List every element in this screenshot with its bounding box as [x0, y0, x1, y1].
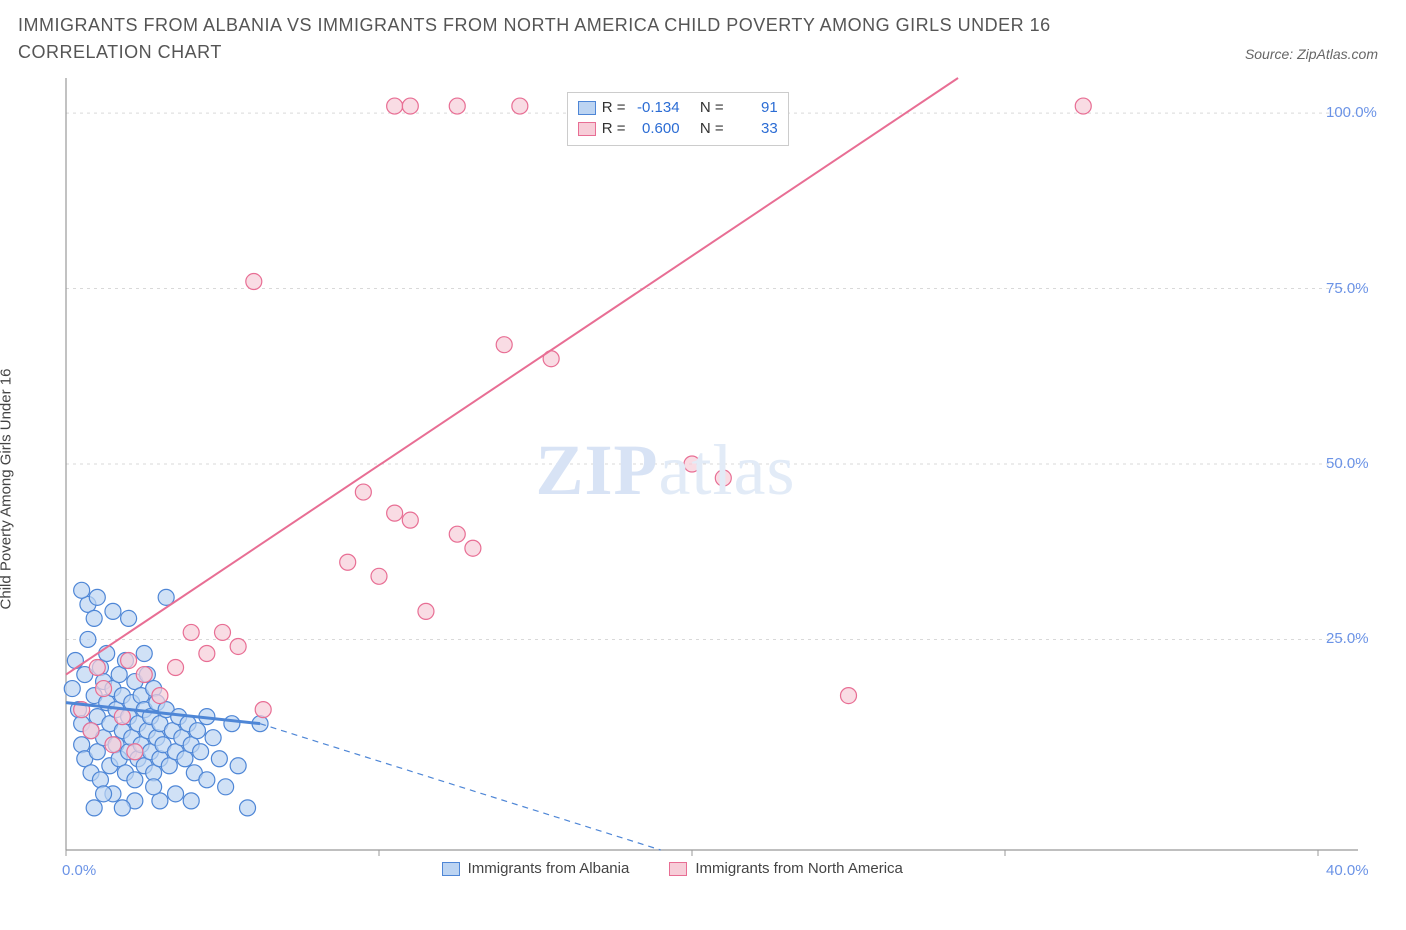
- data-point: [127, 744, 143, 760]
- data-point: [114, 800, 130, 816]
- data-point: [496, 337, 512, 353]
- data-point: [96, 681, 112, 697]
- data-point: [387, 505, 403, 521]
- data-point: [230, 638, 246, 654]
- data-point: [168, 786, 184, 802]
- trend-line-a-dash: [260, 724, 661, 850]
- data-point: [89, 660, 105, 676]
- data-point: [74, 582, 90, 598]
- data-point: [199, 772, 215, 788]
- data-point: [67, 653, 83, 669]
- data-point: [230, 758, 246, 774]
- x-tick-label: 40.0%: [1326, 862, 1369, 879]
- data-point: [218, 779, 234, 795]
- series-legend-item: Immigrants from Albania: [442, 860, 630, 877]
- data-point: [183, 624, 199, 640]
- data-point: [402, 98, 418, 114]
- y-tick-label: 50.0%: [1326, 455, 1369, 472]
- trend-line-b: [66, 78, 958, 675]
- data-point: [387, 98, 403, 114]
- y-tick-label: 25.0%: [1326, 630, 1369, 647]
- y-tick-label: 75.0%: [1326, 280, 1369, 297]
- data-point: [189, 723, 205, 739]
- data-point: [402, 512, 418, 528]
- series-legend-item: Immigrants from North America: [669, 860, 903, 877]
- chart-area: Child Poverty Among Girls Under 16 ZIPat…: [18, 74, 1378, 904]
- source-label: Source: ZipAtlas.com: [1245, 46, 1388, 66]
- data-point: [449, 98, 465, 114]
- data-point: [114, 709, 130, 725]
- x-tick-label: 0.0%: [62, 862, 96, 879]
- data-point: [205, 730, 221, 746]
- data-point: [512, 98, 528, 114]
- data-point: [168, 660, 184, 676]
- data-point: [199, 645, 215, 661]
- legend-swatch: [669, 862, 687, 876]
- data-point: [105, 737, 121, 753]
- data-point: [715, 470, 731, 486]
- stats-legend: R = -0.134 N = 91R = 0.600 N = 33: [567, 92, 789, 146]
- legend-swatch: [578, 101, 596, 115]
- data-point: [64, 681, 80, 697]
- data-point: [105, 603, 121, 619]
- data-point: [74, 737, 90, 753]
- data-point: [465, 540, 481, 556]
- data-point: [86, 610, 102, 626]
- series-legend: Immigrants from Albania Immigrants from N…: [442, 860, 903, 877]
- legend-swatch: [442, 862, 460, 876]
- data-point: [86, 800, 102, 816]
- data-point: [211, 751, 227, 767]
- chart-title: IMMIGRANTS FROM ALBANIA VS IMMIGRANTS FR…: [18, 12, 1138, 66]
- data-point: [83, 723, 99, 739]
- stats-legend-row: R = 0.600 N = 33: [578, 118, 778, 139]
- data-point: [449, 526, 465, 542]
- data-point: [246, 274, 262, 290]
- data-point: [127, 772, 143, 788]
- data-point: [418, 603, 434, 619]
- data-point: [121, 610, 137, 626]
- data-point: [1075, 98, 1091, 114]
- data-point: [684, 456, 700, 472]
- data-point: [96, 786, 112, 802]
- y-axis-label: Child Poverty Among Girls Under 16: [0, 369, 15, 610]
- data-point: [841, 688, 857, 704]
- data-point: [224, 716, 240, 732]
- data-point: [371, 568, 387, 584]
- data-point: [152, 688, 168, 704]
- data-point: [136, 667, 152, 683]
- data-point: [92, 772, 108, 788]
- data-point: [355, 484, 371, 500]
- data-point: [89, 589, 105, 605]
- legend-swatch: [578, 122, 596, 136]
- data-point: [183, 793, 199, 809]
- data-point: [193, 744, 209, 760]
- scatter-plot: [58, 74, 1378, 864]
- y-tick-label: 100.0%: [1326, 104, 1377, 121]
- data-point: [240, 800, 256, 816]
- data-point: [255, 702, 271, 718]
- series-legend-label: Immigrants from Albania: [468, 860, 630, 877]
- data-point: [146, 779, 162, 795]
- data-point: [136, 645, 152, 661]
- stats-legend-row: R = -0.134 N = 91: [578, 97, 778, 118]
- data-point: [215, 624, 231, 640]
- series-legend-label: Immigrants from North America: [695, 860, 903, 877]
- data-point: [340, 554, 356, 570]
- data-point: [121, 653, 137, 669]
- data-point: [80, 631, 96, 647]
